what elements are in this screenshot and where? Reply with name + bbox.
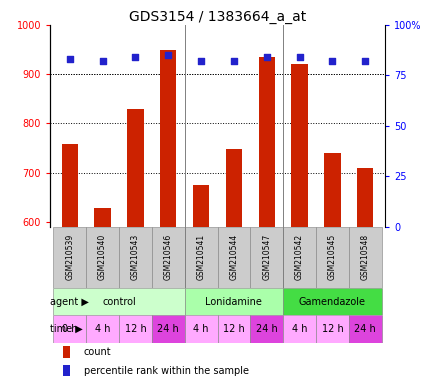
- Text: 24 h: 24 h: [157, 324, 179, 334]
- Bar: [119, 315, 151, 343]
- Bar: [160, 50, 176, 227]
- Title: GDS3154 / 1383664_a_at: GDS3154 / 1383664_a_at: [128, 10, 306, 24]
- Bar: [225, 149, 242, 227]
- Text: 4 h: 4 h: [95, 324, 110, 334]
- Bar: [61, 144, 78, 227]
- Text: GSM210539: GSM210539: [65, 234, 74, 280]
- Text: count: count: [83, 347, 111, 357]
- Text: 4 h: 4 h: [291, 324, 307, 334]
- Point: [263, 54, 270, 60]
- Bar: [63, 365, 70, 376]
- Bar: [151, 315, 184, 343]
- Text: 12 h: 12 h: [321, 324, 342, 334]
- Bar: [348, 227, 381, 288]
- Point: [164, 52, 171, 58]
- Text: GSM210540: GSM210540: [98, 234, 107, 280]
- Text: GSM210542: GSM210542: [294, 234, 303, 280]
- Point: [328, 58, 335, 65]
- Bar: [356, 168, 373, 227]
- Text: 4 h: 4 h: [193, 324, 208, 334]
- Text: agent ▶: agent ▶: [50, 296, 89, 307]
- Bar: [315, 227, 348, 288]
- Text: control: control: [102, 296, 135, 307]
- Point: [230, 58, 237, 65]
- Text: GSM210544: GSM210544: [229, 234, 238, 280]
- Bar: [63, 346, 70, 358]
- Bar: [184, 288, 283, 315]
- Point: [197, 58, 204, 65]
- Bar: [53, 288, 184, 315]
- Point: [99, 58, 106, 65]
- Bar: [119, 227, 151, 288]
- Text: percentile rank within the sample: percentile rank within the sample: [83, 366, 248, 376]
- Point: [132, 54, 138, 60]
- Bar: [86, 227, 119, 288]
- Bar: [217, 315, 250, 343]
- Text: GSM210541: GSM210541: [196, 234, 205, 280]
- Bar: [94, 208, 111, 227]
- Bar: [250, 315, 283, 343]
- Bar: [53, 315, 86, 343]
- Text: Gamendazole: Gamendazole: [298, 296, 365, 307]
- Text: GSM210546: GSM210546: [163, 234, 172, 280]
- Bar: [151, 227, 184, 288]
- Bar: [184, 227, 217, 288]
- Bar: [348, 315, 381, 343]
- Bar: [250, 227, 283, 288]
- Bar: [258, 57, 274, 227]
- Bar: [283, 227, 315, 288]
- Bar: [283, 288, 381, 315]
- Text: 24 h: 24 h: [354, 324, 375, 334]
- Bar: [283, 315, 315, 343]
- Text: 24 h: 24 h: [255, 324, 277, 334]
- Text: GSM210543: GSM210543: [131, 234, 140, 280]
- Bar: [86, 315, 119, 343]
- Bar: [192, 185, 209, 227]
- Bar: [184, 315, 217, 343]
- Bar: [323, 153, 340, 227]
- Bar: [291, 65, 307, 227]
- Bar: [315, 315, 348, 343]
- Bar: [217, 227, 250, 288]
- Text: time ▶: time ▶: [50, 324, 83, 334]
- Point: [361, 58, 368, 65]
- Text: GSM210545: GSM210545: [327, 234, 336, 280]
- Text: 12 h: 12 h: [223, 324, 244, 334]
- Text: 12 h: 12 h: [124, 324, 146, 334]
- Text: GSM210547: GSM210547: [262, 234, 271, 280]
- Bar: [127, 109, 143, 227]
- Bar: [53, 227, 86, 288]
- Text: 0 h: 0 h: [62, 324, 77, 334]
- Text: GSM210548: GSM210548: [360, 234, 369, 280]
- Point: [66, 56, 73, 62]
- Text: Lonidamine: Lonidamine: [205, 296, 262, 307]
- Point: [296, 54, 302, 60]
